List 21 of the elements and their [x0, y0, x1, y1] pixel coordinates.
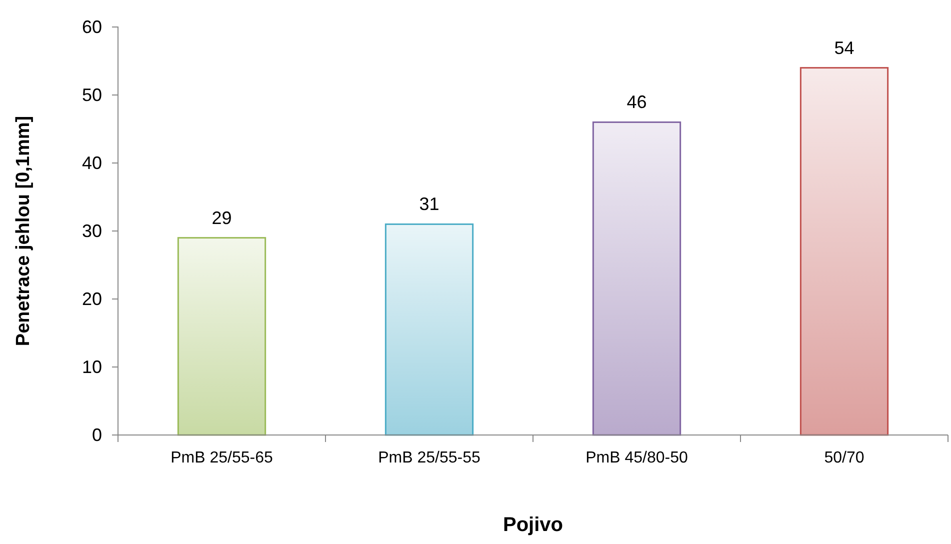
y-tick-label: 10 — [82, 356, 102, 377]
x-tick-label: PmB 25/55-65 — [170, 449, 273, 466]
data-label: 31 — [419, 194, 440, 214]
data-label: 54 — [834, 38, 854, 58]
bar — [384, 223, 474, 436]
data-label: 46 — [626, 92, 647, 112]
y-tick-label: 30 — [82, 220, 102, 241]
y-tick-label: 40 — [82, 152, 102, 173]
bar — [800, 67, 889, 436]
y-tick-label: 60 — [82, 16, 102, 37]
x-tick-label: 50/70 — [824, 449, 864, 466]
bar — [592, 121, 682, 436]
y-tick-label: 20 — [82, 288, 102, 309]
y-axis-title: Penetrace jehlou [0,1mm] — [13, 116, 34, 346]
x-axis-title: Pojivo — [502, 514, 564, 536]
bar — [177, 237, 266, 436]
y-tick-label: 50 — [82, 84, 102, 105]
x-tick-label: PmB 25/55-55 — [378, 449, 480, 466]
y-tick-label: 0 — [92, 424, 102, 445]
x-tick-label: PmB 45/80-50 — [586, 449, 688, 466]
data-label: 29 — [212, 208, 232, 228]
